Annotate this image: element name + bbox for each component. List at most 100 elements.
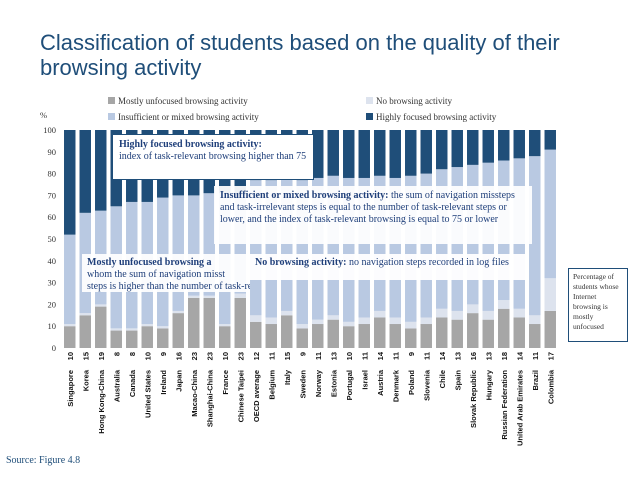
bar-segment-insufficient: [420, 173, 432, 318]
bar-segment-no_browsing: [451, 310, 463, 320]
bar-segment-highly_focused: [420, 130, 432, 174]
category-label: Slovak Republic: [469, 370, 478, 428]
bar-segment-mostly_unfocused: [327, 319, 339, 348]
bar-segment-no_browsing: [312, 319, 324, 325]
bar-value-label: 17: [546, 352, 555, 360]
bar-segment-insufficient: [358, 177, 370, 318]
bar-segment-mostly_unfocused: [389, 324, 401, 348]
bar-segment-highly_focused: [312, 130, 324, 178]
bar-segment-highly_focused: [482, 130, 494, 163]
bar-segment-highly_focused: [327, 130, 339, 176]
bar-segment-no_browsing: [234, 293, 246, 298]
bar-value-label: 8: [112, 352, 121, 356]
bar-segment-highly_focused: [374, 130, 386, 176]
bar-value-label: 10: [66, 352, 75, 360]
bar-segment-mostly_unfocused: [95, 306, 107, 348]
category-label: United States: [143, 370, 152, 418]
bar-value-label: 23: [190, 352, 199, 360]
callout-mostly-unfocused-title: Mostly unfocused browsing a: [87, 257, 212, 268]
category-label: Brazil: [531, 370, 540, 390]
bar-value-label: 13: [484, 352, 493, 360]
bar-segment-highly_focused: [436, 130, 448, 170]
bar-segment-mostly_unfocused: [436, 317, 448, 348]
category-label: Israel: [360, 370, 369, 390]
bar-value-label: 9: [159, 352, 168, 356]
bar-segment-no_browsing: [513, 308, 525, 318]
y-tick-label: 50: [48, 234, 57, 244]
legend-swatch-highly_focused: [366, 113, 373, 120]
bar-segment-no_browsing: [281, 310, 293, 316]
bar-value-label: 16: [469, 352, 478, 360]
category-label: United Arab Emirates: [515, 370, 524, 446]
callout-insufficient: Insufficient or mixed browsing activity:…: [214, 186, 532, 244]
category-label: Japan: [174, 370, 183, 392]
bar-segment-no_browsing: [157, 326, 169, 329]
y-tick-label: 40: [48, 256, 57, 266]
bar-segment-no_browsing: [436, 308, 448, 318]
bar-segment-highly_focused: [79, 130, 91, 213]
y-tick-label: 70: [48, 190, 57, 200]
legend-label-mostly_unfocused: Mostly unfocused browsing activity: [118, 96, 248, 106]
bar-segment-insufficient: [64, 234, 76, 325]
bar-segment-insufficient: [172, 195, 184, 311]
y-tick-label: 30: [48, 278, 57, 288]
bar-segment-no_browsing: [265, 317, 277, 325]
bar-segment-insufficient: [188, 195, 200, 296]
bar-segment-insufficient: [250, 180, 262, 316]
bar-value-label: 23: [205, 352, 214, 360]
category-label: Shanghai-China: [205, 369, 214, 427]
category-label: Sweden: [298, 370, 307, 399]
y-axis-label: %: [40, 110, 47, 120]
category-label: Macao-China: [190, 369, 199, 417]
bar-segment-no_browsing: [141, 324, 153, 327]
category-label: Denmark: [391, 369, 400, 402]
category-label: Austria: [376, 369, 385, 396]
bar-segment-highly_focused: [529, 130, 541, 157]
bar-segment-mostly_unfocused: [513, 317, 525, 348]
category-label: Spain: [453, 370, 462, 391]
bar-value-label: 13: [329, 352, 338, 360]
y-tick-label: 100: [43, 125, 56, 135]
bar-segment-mostly_unfocused: [482, 319, 494, 348]
category-label: Italy: [283, 369, 292, 385]
bar-segment-mostly_unfocused: [265, 324, 277, 348]
callout-no-browsing-body: no navigation steps recorded in log file…: [348, 257, 509, 268]
bar-segment-no_browsing: [544, 278, 556, 311]
category-label: Russian Federation: [500, 370, 509, 440]
bar-segment-mostly_unfocused: [498, 308, 510, 348]
bar-segment-no_browsing: [405, 321, 417, 329]
legend-label-highly_focused: Highly focused browsing activity: [376, 112, 497, 122]
legend-swatch-mostly_unfocused: [108, 97, 115, 104]
bar-segment-mostly_unfocused: [420, 324, 432, 348]
bar-segment-no_browsing: [358, 317, 370, 325]
category-label: Hungary: [484, 369, 493, 400]
category-label: Chile: [438, 370, 447, 388]
bar-segment-mostly_unfocused: [234, 297, 246, 348]
bar-segment-mostly_unfocused: [467, 313, 479, 348]
side-note: Percentage of students whose Internet br…: [568, 268, 628, 342]
bar-segment-highly_focused: [64, 130, 76, 235]
legend-label-insufficient: Insufficient or mixed browsing activity: [118, 112, 259, 122]
bar-value-label: 11: [422, 352, 431, 360]
bar-segment-mostly_unfocused: [529, 324, 541, 348]
bar-segment-mostly_unfocused: [141, 326, 153, 348]
category-label: Portugal: [345, 370, 354, 400]
bar-segment-insufficient: [203, 193, 215, 296]
bar-segment-insufficient: [389, 177, 401, 318]
bar-segment-no_browsing: [296, 324, 308, 329]
y-tick-label: 60: [48, 212, 57, 222]
bar-segment-highly_focused: [467, 130, 479, 165]
category-label: Canada: [128, 369, 137, 397]
category-label: Korea: [81, 369, 90, 391]
bar-value-label: 18: [500, 352, 509, 360]
bar-value-label: 11: [531, 352, 540, 360]
y-tick-label: 20: [48, 299, 57, 309]
bar-segment-mostly_unfocused: [343, 326, 355, 348]
bar-segment-mostly_unfocused: [126, 330, 138, 348]
bar-segment-insufficient: [544, 149, 556, 279]
bar-segment-mostly_unfocused: [188, 297, 200, 348]
bar-segment-no_browsing: [420, 317, 432, 325]
bar-segment-insufficient: [405, 175, 417, 322]
bar-segment-mostly_unfocused: [203, 297, 215, 348]
bar-segment-insufficient: [327, 175, 339, 316]
